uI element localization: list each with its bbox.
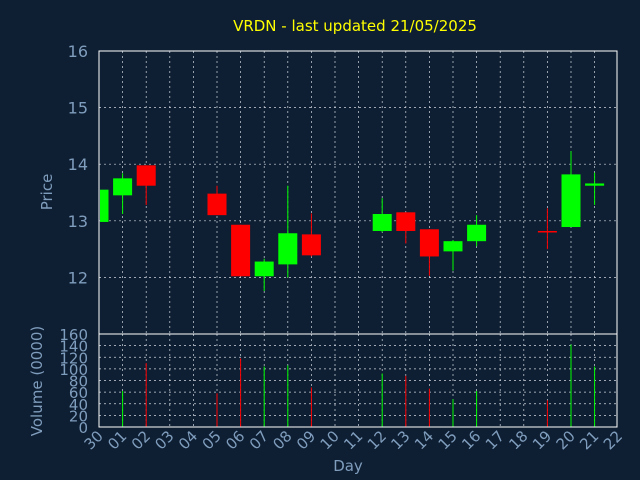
candle-body xyxy=(443,241,463,252)
candle-body xyxy=(419,229,439,257)
candle-body xyxy=(537,230,557,233)
candle-body xyxy=(561,174,581,228)
volume-y-tick-label: 0 xyxy=(78,419,88,437)
price-candles xyxy=(98,151,605,291)
price-y-tick-label: 12 xyxy=(68,268,88,287)
candle xyxy=(537,208,557,250)
candle xyxy=(136,165,156,205)
candle-body xyxy=(372,214,392,231)
candle xyxy=(396,212,416,244)
volume-y-tick-label: 80 xyxy=(69,373,88,391)
x-tick-labels: 3001020304050607080910111213141516171819… xyxy=(81,427,626,453)
candle-body xyxy=(113,178,133,196)
candle xyxy=(254,258,274,291)
volume-y-tick-label: 20 xyxy=(69,407,88,425)
price-y-tick-labels: 12 13 14 15 16 xyxy=(68,42,88,287)
candle-body xyxy=(467,224,487,242)
volume-y-tick-label: 160 xyxy=(59,326,88,344)
candle-body xyxy=(585,183,605,186)
candle xyxy=(467,215,487,247)
price-y-tick-label: 15 xyxy=(68,99,88,118)
candle xyxy=(98,189,109,222)
candle xyxy=(278,185,298,278)
volume-y-tick-label: 120 xyxy=(59,349,88,367)
volume-axis-label: Volume (0000) xyxy=(28,326,46,436)
price-y-tick-label: 14 xyxy=(68,155,88,174)
candle xyxy=(207,185,227,216)
price-y-tick-label: 16 xyxy=(68,42,88,61)
candle-body xyxy=(301,234,321,256)
x-axis-label: Day xyxy=(333,457,363,475)
candle-body xyxy=(254,261,274,277)
volume-plot-frame xyxy=(98,333,618,428)
candle xyxy=(372,198,392,233)
volume-y-tick-label: 140 xyxy=(59,338,88,356)
candle-body xyxy=(100,189,109,222)
chart-title: VRDN - last updated 21/05/2025 xyxy=(233,17,477,35)
candle-body xyxy=(231,224,251,277)
candle xyxy=(443,240,463,271)
candle xyxy=(561,151,581,228)
candle xyxy=(301,213,321,257)
price-axis-label: Price xyxy=(38,174,56,211)
candle xyxy=(113,173,133,215)
candle-body xyxy=(207,193,227,216)
candle-body xyxy=(136,165,156,186)
candle xyxy=(231,224,251,277)
volume-y-tick-label: 40 xyxy=(69,396,88,414)
volume-y-tick-label: 100 xyxy=(59,361,88,379)
volume-bars xyxy=(122,344,596,427)
candle-body xyxy=(396,212,416,231)
candle xyxy=(419,229,439,276)
price-y-tick-label: 13 xyxy=(68,212,88,231)
candle-body xyxy=(278,233,298,265)
volume-y-tick-label: 60 xyxy=(69,384,88,402)
candle xyxy=(585,172,605,205)
